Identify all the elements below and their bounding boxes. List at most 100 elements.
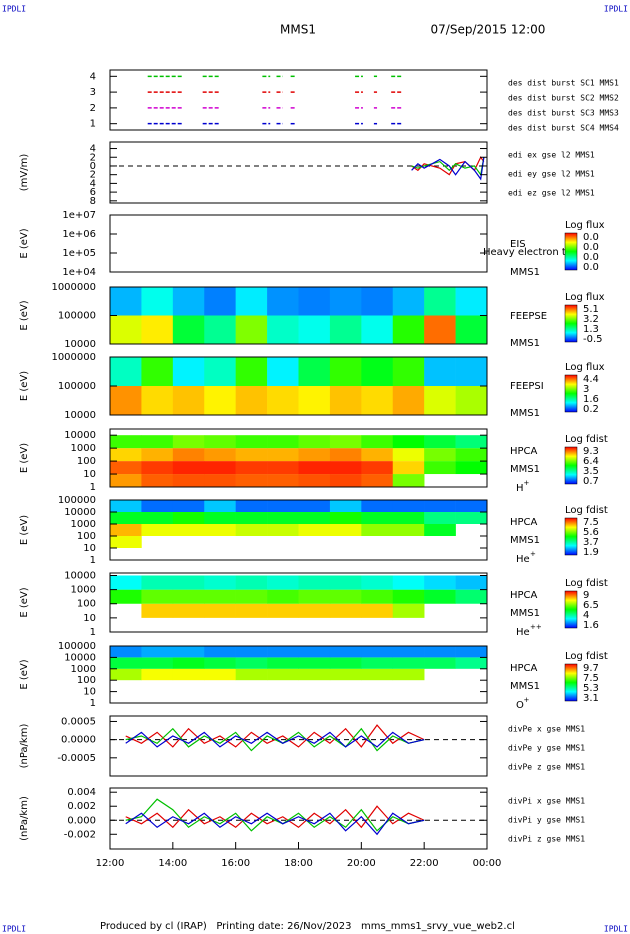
spectrogram-cell: [267, 474, 299, 487]
series-line: [411, 157, 485, 181]
spectrogram-cell: [235, 575, 268, 590]
spectrogram-cell: [235, 357, 268, 386]
spectrogram-cell: [110, 524, 142, 536]
spectrogram-cell: [329, 668, 362, 681]
colorbar-tick-label: 9.7: [583, 663, 599, 674]
spectrogram-cell: [424, 589, 456, 604]
legend-entry: des dist burst SC3 MMS3: [508, 109, 619, 118]
y-tick-label: 10000: [64, 410, 96, 421]
colorbar-tick-label: 3.1: [583, 693, 599, 704]
spectrogram-cell: [172, 500, 205, 512]
spectrogram-cell: [172, 315, 205, 344]
y-tick-label: 100: [77, 531, 96, 542]
spectrogram-cell: [361, 448, 394, 462]
spectrogram-cell: [329, 287, 362, 316]
spectrogram-cell: [235, 668, 268, 681]
y-tick-label: 1: [90, 482, 96, 493]
spectrogram-cell: [141, 589, 174, 604]
y-axis-label: E (eV): [19, 659, 30, 689]
spectrogram-cell: [204, 386, 236, 415]
spectrogram-cell: [267, 657, 299, 669]
spectrogram-cell: [329, 603, 362, 618]
x-tick-label: 16:00: [221, 858, 250, 869]
spectrogram-cell: [204, 646, 236, 658]
y-tick-label: 1e+05: [62, 248, 96, 259]
spectrogram-cell: [141, 386, 174, 415]
y-tick-label: 0.0005: [61, 716, 96, 727]
spectrogram-cell: [110, 589, 142, 604]
spectrogram-cell: [455, 575, 488, 590]
spectrogram-cell: [267, 589, 299, 604]
corner-label: IPDLI: [2, 5, 26, 14]
spectrogram-cell: [392, 657, 425, 669]
spectrogram-cell: [298, 435, 331, 449]
spectrogram-cell: [424, 315, 456, 344]
y-tick-label: 0.000: [67, 815, 96, 826]
spectrogram-cell: [361, 315, 394, 344]
x-tick-label: 20:00: [347, 858, 376, 869]
y-tick-label: 2: [90, 152, 96, 163]
y-tick-label: 1: [90, 698, 96, 709]
panel-label: MMS1: [510, 608, 540, 619]
panel-frame: [109, 499, 488, 561]
spectrogram-cell: [204, 575, 236, 590]
spectrogram-cell: [141, 461, 174, 475]
legend-entry: divPe x gse MMS1: [508, 725, 585, 734]
spectrogram-cell: [110, 287, 142, 316]
y-axis-label: E (eV): [19, 515, 30, 545]
spectrogram-cell: [455, 435, 488, 449]
spectrogram-cell: [392, 646, 425, 658]
spectrogram-cell: [267, 512, 299, 524]
spectrogram-cell: [141, 474, 174, 487]
colorbar-tick-label: 4: [583, 610, 589, 621]
title: MMS1: [280, 23, 316, 37]
spectrogram-cell: [298, 287, 331, 316]
y-tick-label: 10000: [64, 570, 96, 581]
spectrogram-cell: [204, 287, 236, 316]
spectrogram-cell: [204, 668, 236, 681]
y-tick-label: 0.002: [67, 801, 96, 812]
y-tick-label: 1000: [71, 585, 96, 596]
spectrogram-cell: [298, 668, 331, 681]
corner-label: IPDLI: [604, 5, 628, 14]
y-tick-label: 1e+04: [62, 267, 96, 278]
colorbar-tick-label: 6.5: [583, 600, 599, 611]
y-tick-label: 1000: [71, 443, 96, 454]
ion-charge: +: [524, 479, 530, 487]
spectrogram-cell: [329, 589, 362, 604]
y-tick-label: 100: [77, 675, 96, 686]
y-tick-label: 100000: [58, 641, 96, 652]
spectrogram-cell: [392, 287, 425, 316]
spectrogram-cell: [361, 575, 394, 590]
spectrogram-cell: [110, 512, 142, 524]
spectrogram-cell: [172, 448, 205, 462]
spectrogram-cell: [204, 589, 236, 604]
spectrogram-cell: [361, 500, 394, 512]
panel-label: MMS1: [510, 535, 540, 546]
panel-label: Heavy electron to: [483, 247, 572, 258]
spectrogram-cell: [298, 657, 331, 669]
legend-entry: des dist burst SC2 MMS2: [508, 94, 619, 103]
spectrogram-cell: [235, 287, 268, 316]
spectrogram-cell: [267, 646, 299, 658]
spectrogram-cell: [172, 512, 205, 524]
spectrogram-cell: [455, 589, 488, 604]
spectrogram-cell: [204, 603, 236, 618]
spectrogram-cell: [110, 500, 142, 512]
panel-label: HPCA: [510, 590, 538, 601]
y-tick-label: 10000: [64, 507, 96, 518]
spectrogram-cell: [361, 512, 394, 524]
ion-label: O: [516, 700, 524, 711]
spectrogram-cell: [110, 435, 142, 449]
legend-entry: divPi y gse MMS1: [508, 816, 585, 825]
spectrogram-cell: [361, 461, 394, 475]
spectrogram-cell: [329, 448, 362, 462]
spectrogram-cell: [361, 657, 394, 669]
colorbar-title: Log fdist: [565, 651, 608, 662]
spectrogram-cell: [141, 357, 174, 386]
y-tick-label: 0: [90, 161, 96, 172]
spectrogram-cell: [424, 435, 456, 449]
colorbar-tick-label: 9.3: [583, 446, 599, 457]
spectrogram-cell: [141, 657, 174, 669]
